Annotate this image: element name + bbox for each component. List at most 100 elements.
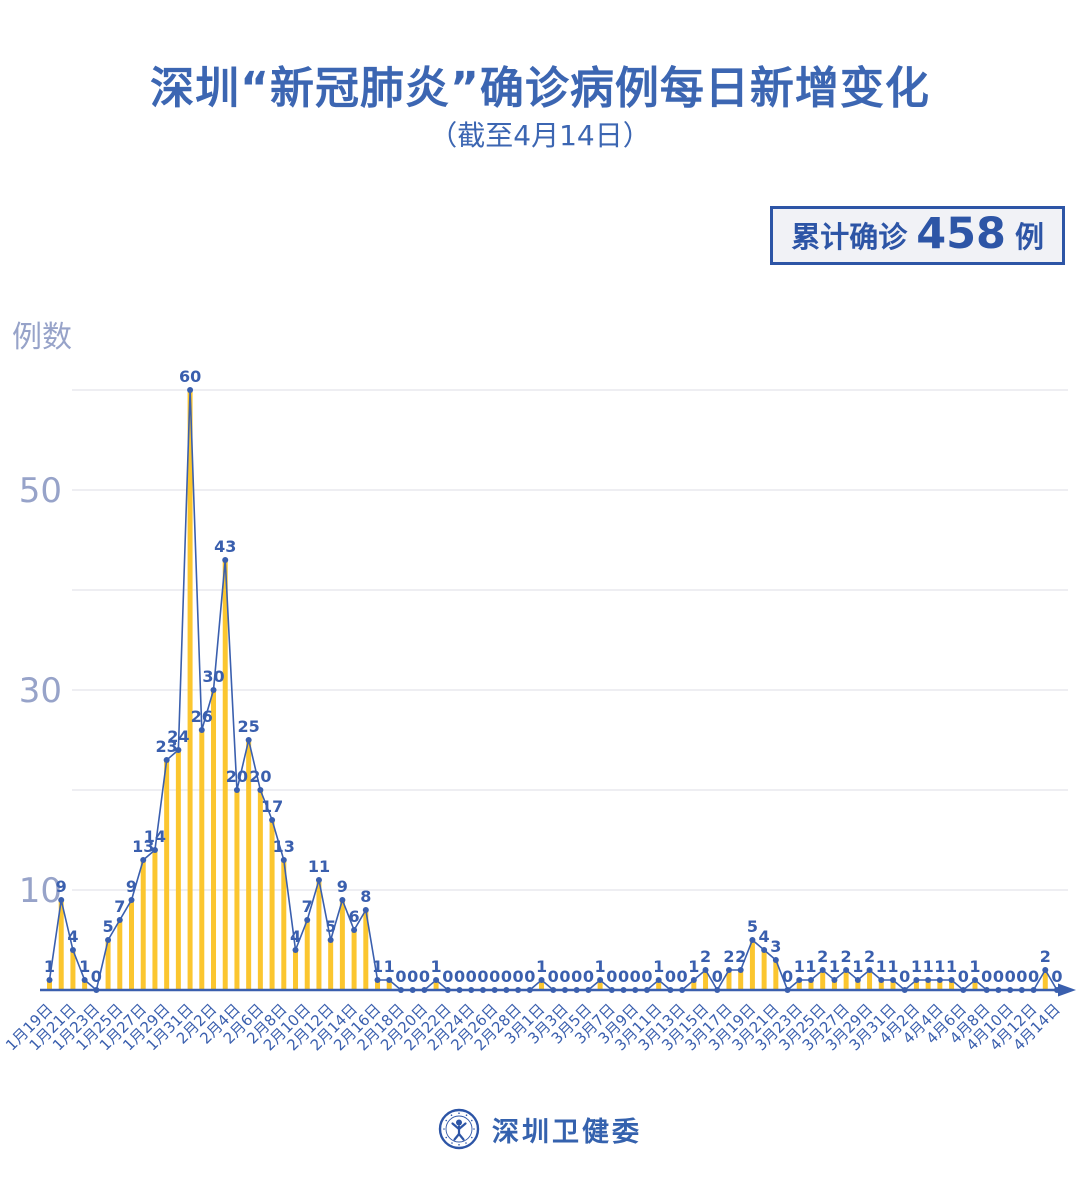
data-point: [116, 917, 123, 923]
data-point: [433, 977, 440, 983]
bar: [749, 940, 755, 990]
value-label: 0: [606, 967, 617, 986]
value-label: 1: [805, 957, 816, 976]
data-point: [831, 977, 838, 983]
value-label: 20: [226, 767, 248, 786]
data-point: [936, 977, 943, 983]
value-label: 5: [103, 917, 114, 936]
y-tick-label: 30: [19, 671, 62, 711]
bar: [47, 980, 52, 990]
value-label: 0: [677, 967, 688, 986]
data-point: [761, 947, 768, 953]
data-point: [620, 987, 627, 993]
value-label: 0: [665, 967, 676, 986]
value-label: 0: [477, 967, 488, 986]
bar: [808, 980, 814, 990]
value-label: 1: [969, 957, 980, 976]
value-label: 24: [167, 727, 189, 746]
value-label: 60: [179, 367, 201, 386]
value-label: 5: [747, 917, 758, 936]
data-point: [597, 977, 604, 983]
data-point: [163, 757, 170, 763]
data-point: [772, 957, 779, 963]
y-tick-label: 10: [19, 871, 62, 911]
bar: [105, 940, 111, 990]
value-label: 0: [501, 967, 512, 986]
value-label: 1: [79, 957, 90, 976]
y-tick-label: 50: [19, 471, 62, 511]
value-label: 1: [595, 957, 606, 976]
data-point: [257, 787, 264, 793]
data-point: [409, 987, 416, 993]
bar: [339, 900, 345, 990]
data-point: [210, 687, 217, 693]
data-point: [983, 987, 990, 993]
value-label: 2: [723, 947, 734, 966]
value-label: 0: [1051, 967, 1062, 986]
bar: [140, 860, 146, 990]
value-label: 0: [559, 967, 570, 986]
data-point: [292, 947, 299, 953]
data-point: [573, 987, 580, 993]
value-label: 0: [91, 967, 102, 986]
bar: [925, 980, 931, 990]
bar: [878, 980, 884, 990]
value-label: 0: [395, 967, 406, 986]
bar: [691, 980, 697, 990]
bar: [949, 980, 955, 990]
data-point: [187, 387, 194, 393]
value-label: 2: [700, 947, 711, 966]
value-label: 5: [325, 917, 336, 936]
bar: [539, 980, 545, 990]
bar: [726, 970, 732, 990]
value-label: 2: [841, 947, 852, 966]
value-label: 6: [349, 907, 360, 926]
value-label: 0: [993, 967, 1004, 986]
bar: [913, 980, 919, 990]
badge-value: 458: [916, 209, 1006, 259]
value-label: 13: [273, 837, 295, 856]
data-point: [714, 987, 721, 993]
data-point: [1018, 987, 1025, 993]
bar: [375, 980, 381, 990]
data-point: [503, 987, 510, 993]
data-point: [269, 817, 276, 823]
value-label: 0: [442, 967, 453, 986]
bar: [433, 980, 439, 990]
bar: [972, 980, 978, 990]
data-point: [526, 987, 533, 993]
value-label: 17: [261, 797, 283, 816]
bar: [117, 920, 123, 990]
cumulative-total-badge: 累计确诊 458 例: [770, 206, 1065, 265]
data-point: [995, 987, 1002, 993]
value-label: 0: [641, 967, 652, 986]
data-point: [608, 987, 615, 993]
bar: [820, 970, 826, 990]
data-point: [93, 987, 100, 993]
value-label: 9: [56, 877, 67, 896]
data-point: [1007, 987, 1014, 993]
data-point: [843, 967, 850, 973]
bar: [703, 970, 709, 990]
value-label: 0: [958, 967, 969, 986]
data-point: [351, 927, 358, 933]
data-point: [128, 897, 135, 903]
value-label: 0: [899, 967, 910, 986]
value-label: 1: [794, 957, 805, 976]
data-point: [397, 987, 404, 993]
value-label: 9: [337, 877, 348, 896]
value-label: 9: [126, 877, 137, 896]
chart-subtitle: （截至4月14日）: [429, 119, 651, 152]
value-label: 1: [911, 957, 922, 976]
data-point: [468, 987, 475, 993]
value-label: 0: [712, 967, 723, 986]
bar: [773, 960, 779, 990]
value-label: 0: [618, 967, 629, 986]
data-point: [784, 987, 791, 993]
badge-suffix: 例: [1014, 219, 1044, 254]
value-label: 0: [782, 967, 793, 986]
value-label: 7: [302, 897, 313, 916]
data-point: [925, 977, 932, 983]
data-point: [304, 917, 311, 923]
